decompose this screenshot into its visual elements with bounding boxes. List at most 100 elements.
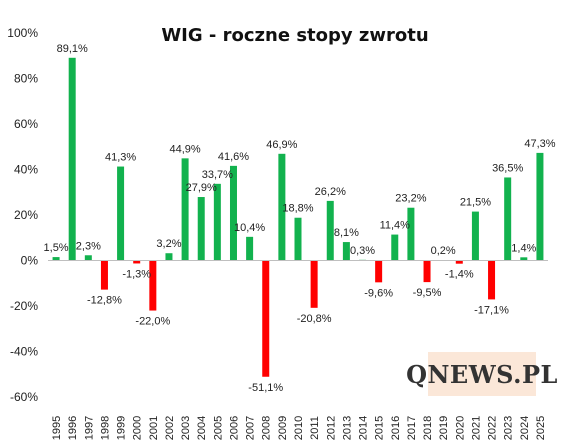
data-label-2022: -17,1% bbox=[474, 304, 509, 316]
x-tick-label-2022: 2022 bbox=[487, 416, 499, 440]
x-tick-label-2011: 2011 bbox=[309, 416, 321, 440]
data-label-2005: 33,7% bbox=[202, 169, 233, 181]
x-tick-label-2008: 2008 bbox=[261, 416, 273, 440]
y-tick-label: -20% bbox=[10, 299, 38, 313]
x-tick-label-2001: 2001 bbox=[148, 416, 160, 440]
x-tick-label-2013: 2013 bbox=[341, 416, 353, 440]
x-tick-label-2007: 2007 bbox=[245, 416, 257, 440]
y-tick-label: -60% bbox=[10, 390, 38, 404]
data-label-2009: 46,9% bbox=[266, 139, 297, 151]
x-tick-label-2024: 2024 bbox=[519, 416, 531, 440]
x-tick-label-1996: 1996 bbox=[67, 416, 79, 440]
data-label-2025: 47,3% bbox=[524, 138, 555, 150]
x-tick-label-1998: 1998 bbox=[99, 416, 111, 440]
x-tick-label-2009: 2009 bbox=[277, 416, 289, 440]
bar-2008 bbox=[262, 260, 270, 377]
x-tick-label-2004: 2004 bbox=[196, 416, 208, 440]
x-tick-label-2006: 2006 bbox=[228, 416, 240, 440]
data-label-2001: -22,0% bbox=[135, 316, 170, 328]
bar-2009 bbox=[278, 153, 286, 261]
data-label-2000: -1,3% bbox=[122, 268, 151, 280]
bar-2012 bbox=[326, 200, 334, 261]
data-label-2015: -9,6% bbox=[364, 287, 393, 299]
data-label-2016: 11,4% bbox=[380, 220, 411, 232]
data-label-2024: 1,4% bbox=[511, 242, 536, 254]
x-tick-label-2023: 2023 bbox=[503, 416, 515, 440]
bar-1996 bbox=[68, 57, 76, 261]
data-label-2013: 8,1% bbox=[334, 227, 359, 239]
bar-2001 bbox=[149, 260, 157, 311]
data-label-2010: 18,8% bbox=[282, 203, 313, 215]
y-tick-label: 0% bbox=[21, 254, 39, 268]
bar-2024 bbox=[520, 257, 528, 261]
bar-2013 bbox=[342, 242, 350, 261]
x-tick-label-2003: 2003 bbox=[180, 416, 192, 440]
x-tick-label-1997: 1997 bbox=[83, 416, 95, 440]
y-tick-label: 100% bbox=[7, 26, 38, 40]
data-label-2003: 44,9% bbox=[169, 143, 200, 155]
y-tick-label: -40% bbox=[10, 345, 38, 359]
y-tick-label: 60% bbox=[14, 117, 38, 131]
bar-2003 bbox=[181, 158, 189, 261]
bar-2015 bbox=[375, 260, 383, 283]
data-label-2004: 27,9% bbox=[186, 182, 217, 194]
chart-title: WIG - roczne stopy zwrotu bbox=[161, 25, 428, 46]
bar-2010 bbox=[294, 217, 302, 261]
bar-2017 bbox=[407, 207, 415, 261]
bar-2000 bbox=[133, 260, 141, 264]
x-tick-label-2020: 2020 bbox=[454, 416, 466, 440]
data-label-2002: 3,2% bbox=[156, 238, 181, 250]
y-tick-label: 80% bbox=[14, 72, 38, 86]
x-tick-label-2015: 2015 bbox=[374, 416, 386, 440]
bar-2018 bbox=[423, 260, 431, 283]
data-label-2021: 21,5% bbox=[460, 197, 491, 209]
bar-1999 bbox=[117, 166, 125, 261]
y-tick-label: 40% bbox=[14, 163, 38, 177]
data-label-1998: -12,8% bbox=[87, 295, 122, 307]
data-label-2012: 26,2% bbox=[315, 186, 346, 198]
bar-2022 bbox=[488, 260, 496, 300]
bar-2006 bbox=[229, 165, 237, 261]
data-label-2020: -1,4% bbox=[445, 269, 474, 281]
y-axis: -60% -40% -20% 0% 20% 40% 60% 80% 100% bbox=[7, 26, 38, 404]
data-label-1995: 1,5% bbox=[44, 242, 69, 254]
bar-2007 bbox=[246, 236, 254, 261]
data-label-2018: -9,5% bbox=[413, 287, 442, 299]
bar-2002 bbox=[165, 253, 173, 261]
x-tick-label-2012: 2012 bbox=[325, 416, 337, 440]
x-tick-label-2021: 2021 bbox=[470, 416, 482, 440]
x-tick-label-2016: 2016 bbox=[390, 416, 402, 440]
data-label-2017: 23,2% bbox=[395, 193, 426, 205]
x-tick-label-2005: 2005 bbox=[212, 416, 224, 440]
x-tick-label-1995: 1995 bbox=[51, 416, 63, 440]
x-tick-label-2017: 2017 bbox=[406, 416, 418, 440]
data-label-2014: 0,3% bbox=[350, 245, 375, 257]
data-labels: 1,5% 89,1% 2,3% -12,8% 41,3% -1,3% -22,0% 3,2% 4… bbox=[44, 43, 556, 394]
data-label-2019: 0,2% bbox=[431, 245, 456, 257]
y-tick-label: 20% bbox=[14, 208, 38, 222]
x-tick-label-2002: 2002 bbox=[164, 416, 176, 440]
bar-2023 bbox=[504, 177, 512, 261]
x-tick-label-2014: 2014 bbox=[358, 416, 370, 440]
data-label-2007: 10,4% bbox=[234, 222, 265, 234]
bar-2005 bbox=[213, 183, 221, 261]
data-label-2023: 36,5% bbox=[492, 162, 523, 174]
bar-2020 bbox=[455, 260, 463, 264]
bar-2016 bbox=[391, 234, 399, 261]
x-tick-label-1999: 1999 bbox=[116, 416, 128, 440]
bar-1998 bbox=[100, 260, 108, 290]
data-label-1997: 2,3% bbox=[76, 240, 101, 252]
bar-2011 bbox=[310, 260, 318, 308]
data-label-2006: 41,6% bbox=[218, 151, 249, 163]
x-tick-label-2025: 2025 bbox=[535, 416, 547, 440]
x-tick-label-2010: 2010 bbox=[293, 416, 305, 440]
qnews-logo: QNEWS.PL bbox=[406, 352, 557, 396]
data-label-1999: 41,3% bbox=[105, 152, 136, 164]
data-label-1996: 89,1% bbox=[57, 43, 88, 55]
bar-2004 bbox=[197, 197, 205, 261]
bars bbox=[52, 57, 544, 377]
x-tick-label-2019: 2019 bbox=[438, 416, 450, 440]
x-tick-label-2000: 2000 bbox=[132, 416, 144, 440]
logo-text: QNEWS.PL bbox=[406, 359, 558, 389]
